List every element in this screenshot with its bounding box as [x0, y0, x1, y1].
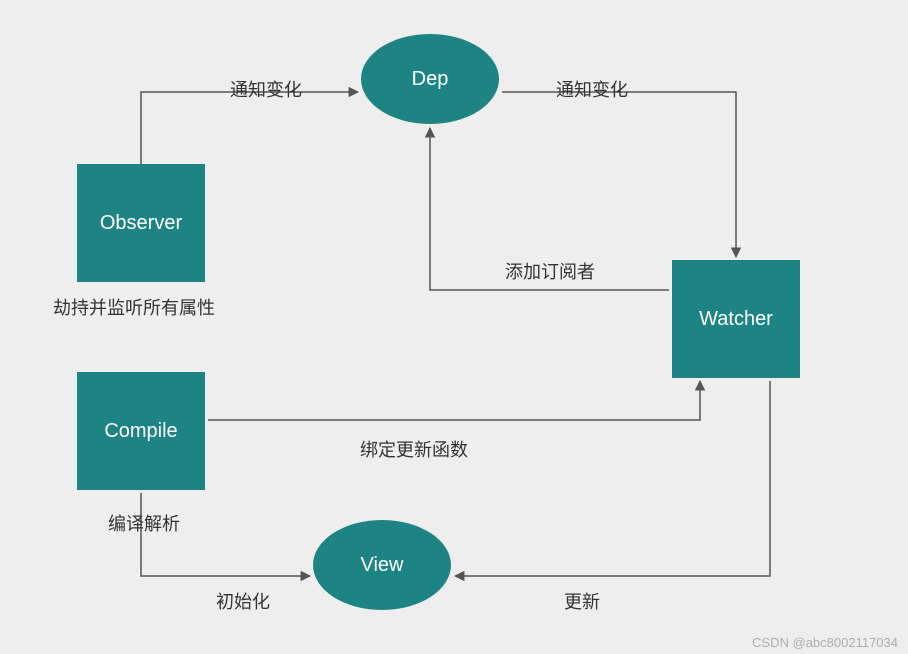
node-dep: Dep	[361, 34, 499, 124]
edge-label-dep-watcher: 通知变化	[556, 76, 628, 102]
node-view: View	[313, 520, 451, 610]
edge-compile-watcher	[208, 381, 700, 420]
node-observer: Observer	[77, 164, 205, 282]
node-compile: Compile	[77, 372, 205, 490]
node-observer-sublabel: 劫持并监听所有属性	[53, 294, 215, 320]
node-watcher: Watcher	[672, 260, 800, 378]
edge-watcher-view	[455, 381, 770, 576]
edge-label-watcher-view: 更新	[564, 588, 600, 614]
node-watcher-label: Watcher	[699, 308, 773, 331]
edge-dep-watcher	[502, 92, 736, 257]
node-compile-label: Compile	[104, 420, 177, 443]
node-observer-label: Observer	[100, 212, 182, 235]
watermark: CSDN @abc8002117034	[752, 635, 898, 650]
edge-label-compile-view-b: 初始化	[216, 588, 270, 614]
edge-label-watcher-dep: 添加订阅者	[505, 258, 595, 284]
edge-observer-dep	[141, 92, 358, 164]
node-dep-label: Dep	[412, 68, 449, 91]
edge-label-compile-watcher: 绑定更新函数	[360, 436, 468, 462]
edge-label-compile-view-a: 编译解析	[108, 510, 180, 536]
diagram-canvas: Observer 劫持并监听所有属性 Dep Watcher Compile V…	[0, 0, 908, 654]
node-view-label: View	[361, 554, 404, 577]
edge-label-observer-dep: 通知变化	[230, 76, 302, 102]
